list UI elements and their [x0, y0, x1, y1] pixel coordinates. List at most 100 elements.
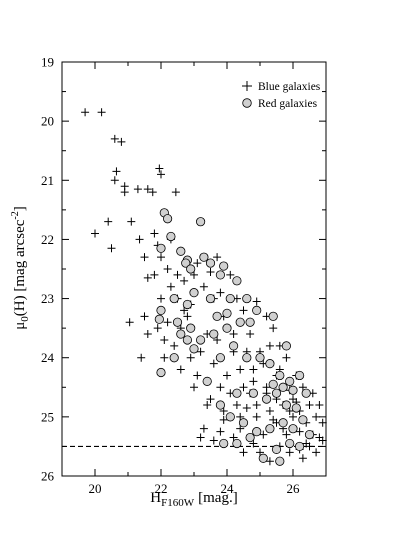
- blue-galaxy-point: [216, 288, 225, 297]
- blue-galaxy-point: [81, 108, 90, 117]
- y-tick-label: 22: [41, 232, 54, 247]
- legend-label-blue: Blue galaxies: [258, 81, 321, 93]
- y-tick-label: 26: [41, 469, 55, 484]
- red-galaxies-series: [154, 208, 315, 466]
- blue-galaxy-point: [298, 383, 307, 392]
- red-galaxy-point: [281, 341, 291, 351]
- red-galaxy-point: [294, 441, 305, 452]
- blue-galaxy-point: [163, 318, 172, 327]
- blue-galaxy-point: [157, 253, 165, 262]
- blue-galaxy-point: [213, 253, 222, 262]
- blue-galaxy-point: [125, 318, 134, 327]
- blue-galaxy-point: [285, 406, 294, 415]
- blue-galaxy-point: [265, 406, 274, 415]
- blue-galaxy-point: [120, 188, 129, 197]
- blue-galaxy-point: [216, 427, 225, 436]
- blue-galaxy-point: [229, 330, 238, 339]
- red-galaxy-point: [215, 400, 225, 410]
- blue-galaxy-point: [239, 448, 248, 457]
- blue-galaxy-point: [203, 401, 212, 410]
- red-galaxy-point: [291, 403, 301, 413]
- red-galaxy-point: [186, 323, 196, 333]
- red-galaxy-point: [169, 293, 179, 304]
- red-galaxy-point: [252, 427, 262, 437]
- red-galaxy-point: [225, 293, 235, 304]
- blue-galaxy-point: [239, 383, 248, 392]
- blue-galaxy-point: [176, 365, 185, 374]
- x-tick-label: 22: [155, 481, 168, 496]
- red-galaxy-point: [156, 305, 166, 315]
- blue-galaxy-point: [226, 270, 235, 279]
- x-tick-label: 24: [221, 481, 235, 496]
- x-tick-label: 20: [89, 481, 102, 496]
- red-galaxy-point: [232, 388, 242, 398]
- blue-galaxy-point: [140, 253, 149, 262]
- blue-galaxy-point: [110, 134, 119, 143]
- red-galaxy-point: [235, 317, 245, 327]
- red-galaxy-point: [271, 388, 282, 398]
- blue-galaxy-point: [193, 259, 202, 268]
- blue-galaxy-point: [173, 270, 182, 279]
- blue-galaxy-point: [143, 330, 152, 339]
- red-galaxy-point: [215, 353, 225, 363]
- red-galaxy-point: [278, 382, 288, 392]
- red-galaxy-point: [222, 323, 232, 333]
- red-galaxy-point: [172, 317, 183, 327]
- red-galaxy-point: [156, 367, 166, 378]
- red-galaxy-point: [189, 288, 199, 298]
- red-galaxy-point: [196, 217, 206, 227]
- red-galaxy-point: [242, 293, 252, 304]
- blue-galaxy-point: [236, 412, 245, 421]
- blue-galaxy-point: [219, 415, 228, 424]
- blue-galaxy-point: [223, 371, 231, 380]
- legend-marker-red: [242, 98, 252, 108]
- blue-galaxy-point: [135, 235, 144, 244]
- red-galaxy-point: [301, 388, 311, 398]
- blue-galaxy-point: [302, 439, 311, 448]
- red-galaxy-point: [166, 231, 176, 242]
- blue-galaxy-point: [229, 433, 238, 442]
- red-galaxy-point: [156, 243, 166, 253]
- red-galaxy-point: [219, 261, 229, 271]
- blue-galaxy-point: [171, 188, 180, 197]
- blue-galaxy-point: [196, 347, 205, 356]
- red-galaxy-point: [238, 418, 249, 428]
- blue-galaxy-point: [196, 433, 205, 442]
- red-galaxy-point: [242, 353, 252, 363]
- blue-galaxy-point: [236, 424, 245, 433]
- y-tick-label: 23: [41, 291, 54, 306]
- red-galaxy-point: [288, 424, 298, 434]
- blue-galaxy-point: [170, 341, 179, 350]
- blue-galaxy-point: [199, 424, 208, 433]
- blue-galaxy-point: [269, 324, 278, 333]
- red-galaxy-point: [281, 400, 291, 410]
- blue-galaxy-point: [318, 436, 327, 445]
- red-galaxy-point: [278, 418, 288, 428]
- y-axis-label: μ0(H) [mag arcsec-2]: [10, 206, 31, 330]
- red-galaxy-point: [258, 453, 268, 463]
- blue-galaxy-point: [110, 176, 119, 185]
- blue-galaxy-point: [180, 276, 189, 285]
- blue-galaxy-point: [232, 401, 241, 410]
- red-galaxy-point: [199, 252, 209, 262]
- blue-galaxy-point: [143, 185, 152, 194]
- red-galaxy-point: [261, 394, 272, 404]
- blue-galaxy-point: [315, 401, 324, 410]
- y-tick-label: 25: [41, 409, 54, 424]
- red-galaxy-point: [196, 335, 206, 345]
- blue-galaxy-point: [305, 401, 314, 410]
- y-tick-label: 21: [41, 173, 54, 188]
- blue-galaxy-point: [199, 282, 208, 291]
- blue-galaxy-point: [209, 359, 218, 368]
- blue-galaxy-point: [249, 439, 258, 448]
- blue-galaxy-point: [249, 365, 258, 374]
- blue-galaxy-point: [209, 436, 218, 445]
- y-tick-label: 24: [41, 350, 55, 365]
- red-galaxy-point: [245, 432, 255, 443]
- blue-galaxy-point: [206, 395, 215, 404]
- blue-galaxy-point: [295, 427, 304, 436]
- red-galaxy-point: [215, 270, 225, 280]
- red-galaxy-point: [232, 276, 242, 286]
- red-galaxy-point: [182, 299, 192, 310]
